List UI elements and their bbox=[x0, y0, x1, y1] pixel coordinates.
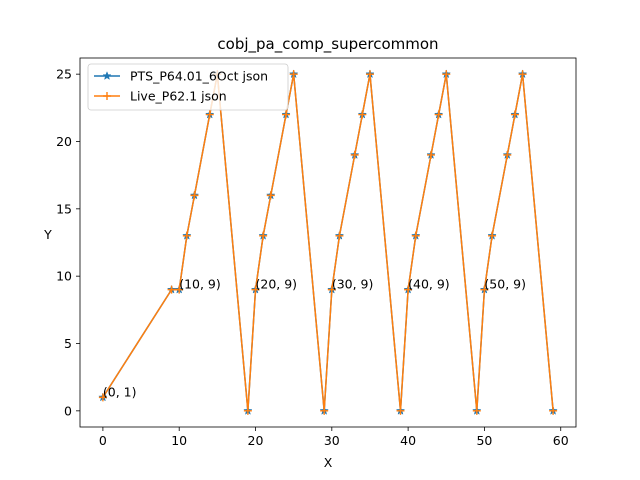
legend-item: Live_P62.1 json bbox=[94, 89, 227, 104]
series-1 bbox=[98, 69, 558, 415]
data-point bbox=[190, 191, 199, 200]
point-annotation: (0, 1) bbox=[103, 384, 137, 399]
x-axis-label: X bbox=[324, 455, 333, 470]
data-point bbox=[427, 150, 436, 159]
data-point bbox=[350, 150, 359, 159]
x-tick-label: 30 bbox=[324, 433, 340, 448]
series-line bbox=[102, 73, 554, 412]
data-point bbox=[335, 231, 344, 240]
data-point bbox=[434, 110, 443, 119]
x-tick-label: 50 bbox=[476, 433, 492, 448]
data-point bbox=[404, 285, 413, 294]
data-point bbox=[320, 406, 329, 415]
point-annotation: (30, 9) bbox=[332, 277, 374, 292]
x-tick-label: 40 bbox=[400, 433, 416, 448]
data-point bbox=[396, 406, 405, 415]
data-point bbox=[167, 285, 176, 294]
x-tick-label: 10 bbox=[171, 433, 187, 448]
x-tick-label: 60 bbox=[553, 433, 569, 448]
data-point bbox=[327, 285, 336, 294]
y-tick-label: 10 bbox=[56, 269, 72, 284]
data-point bbox=[549, 406, 558, 415]
legend-box bbox=[87, 63, 289, 111]
data-point bbox=[472, 406, 481, 415]
data-point bbox=[289, 70, 298, 79]
data-point bbox=[411, 231, 420, 240]
plot-frame bbox=[79, 57, 577, 428]
y-tick-label: 0 bbox=[64, 403, 72, 418]
x-tick-label: 0 bbox=[99, 433, 107, 448]
legend-label: PTS_P64.01_6Oct json bbox=[130, 69, 268, 84]
data-point bbox=[266, 191, 275, 200]
point-annotation: (50, 9) bbox=[484, 277, 526, 292]
data-point bbox=[259, 231, 268, 240]
data-point bbox=[243, 406, 252, 415]
data-point bbox=[282, 110, 291, 119]
data-point bbox=[442, 70, 451, 79]
chart-title: cobj_pa_comp_supercommon bbox=[217, 35, 438, 54]
y-axis-label: Y bbox=[43, 227, 52, 242]
y-tick-label: 5 bbox=[64, 336, 72, 351]
data-point bbox=[503, 150, 512, 159]
y-tick-label: 20 bbox=[56, 134, 72, 149]
data-point bbox=[518, 70, 527, 79]
data-point bbox=[251, 285, 260, 294]
data-point bbox=[175, 285, 184, 294]
y-tick-label: 25 bbox=[56, 67, 72, 82]
data-point bbox=[480, 285, 489, 294]
point-annotation: (40, 9) bbox=[408, 277, 450, 292]
y-tick-label: 15 bbox=[56, 201, 72, 216]
legend-item: PTS_P64.01_6Oct json bbox=[94, 69, 268, 84]
legend-marker bbox=[103, 92, 111, 100]
point-annotation: (10, 9) bbox=[179, 277, 221, 292]
annotation-layer: (0, 1) (10, 9) (20, 9) (30, 9) (40, 9) (50, 9… bbox=[103, 277, 526, 400]
x-axis: 0 10 20 30 40 50 60 bbox=[99, 427, 569, 448]
data-point bbox=[358, 110, 367, 119]
data-point bbox=[365, 70, 374, 79]
series-2 bbox=[98, 70, 558, 415]
x-tick-label: 20 bbox=[248, 433, 264, 448]
data-point bbox=[205, 110, 214, 119]
legend-label: Live_P62.1 json bbox=[130, 89, 227, 104]
legend: PTS_P64.01_6Oct json Live_P62.1 json bbox=[87, 63, 289, 111]
data-point bbox=[98, 393, 107, 402]
series-layer bbox=[98, 69, 558, 415]
data-point bbox=[182, 231, 191, 240]
legend-marker bbox=[102, 71, 112, 80]
data-point bbox=[488, 231, 497, 240]
y-axis: 0 5 10 15 20 25 bbox=[56, 67, 80, 418]
point-annotation: (20, 9) bbox=[256, 277, 298, 292]
data-point bbox=[510, 110, 519, 119]
